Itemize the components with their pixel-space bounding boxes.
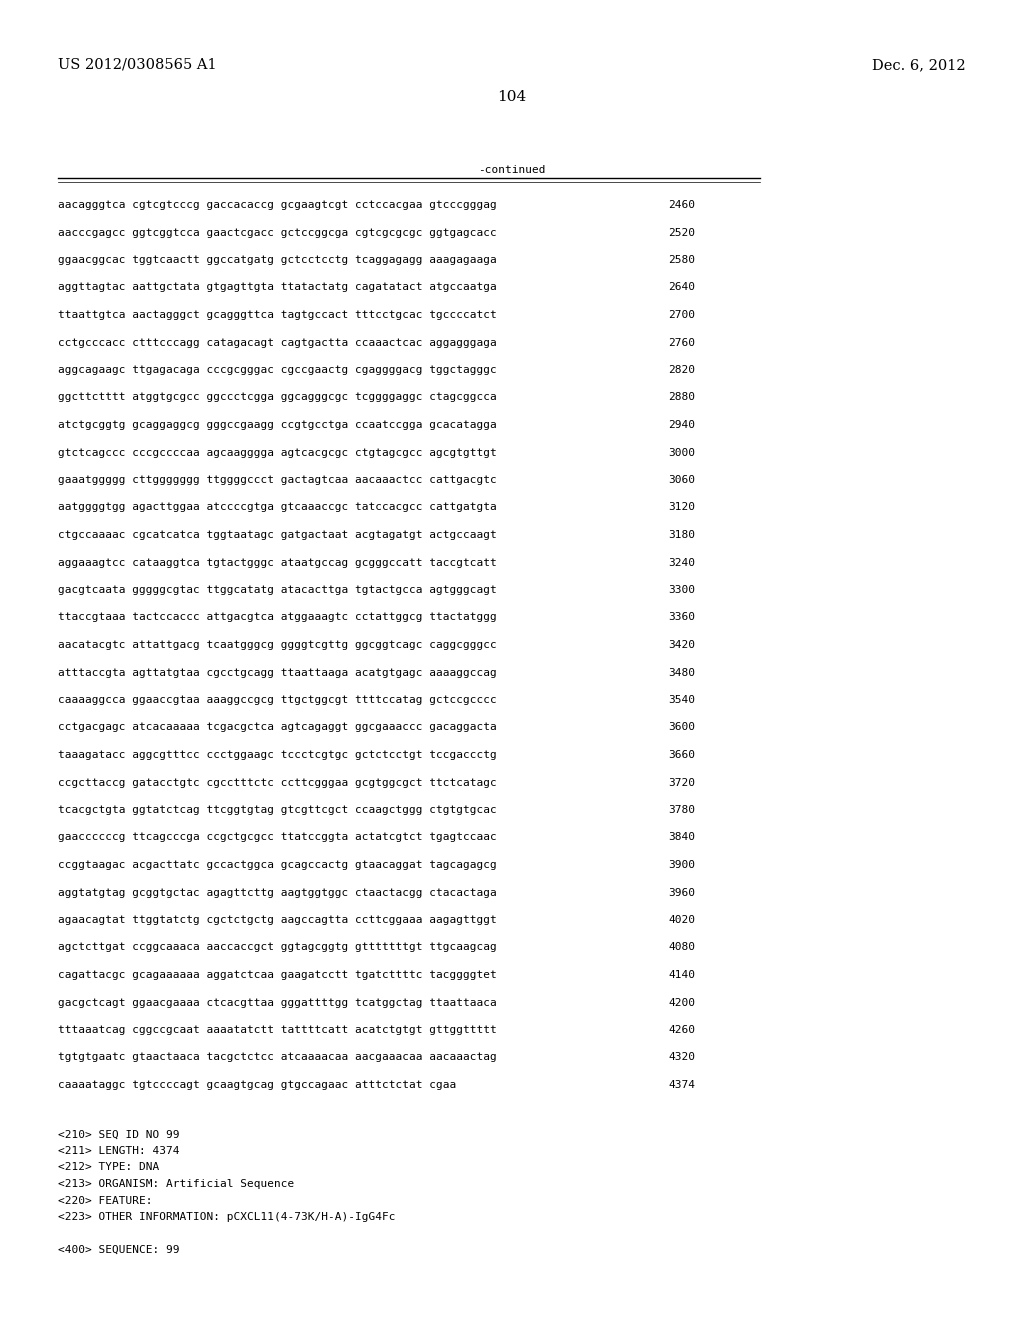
Text: tgtgtgaatc gtaactaaca tacgctctcc atcaaaacaa aacgaaacaa aacaaactag: tgtgtgaatc gtaactaaca tacgctctcc atcaaaa… — [58, 1052, 497, 1063]
Text: 3900: 3900 — [668, 861, 695, 870]
Text: aatggggtgg agacttggaa atccccgtga gtcaaaccgc tatccacgcc cattgatgta: aatggggtgg agacttggaa atccccgtga gtcaaac… — [58, 503, 497, 512]
Text: aacccgagcc ggtcggtcca gaactcgacc gctccggcga cgtcgcgcgc ggtgagcacc: aacccgagcc ggtcggtcca gaactcgacc gctccgg… — [58, 227, 497, 238]
Text: <400> SEQUENCE: 99: <400> SEQUENCE: 99 — [58, 1245, 179, 1255]
Text: 3600: 3600 — [668, 722, 695, 733]
Text: gacgtcaata gggggcgtac ttggcatatg atacacttga tgtactgcca agtgggcagt: gacgtcaata gggggcgtac ttggcatatg atacact… — [58, 585, 497, 595]
Text: cctgcccacc ctttcccagg catagacagt cagtgactta ccaaactcac aggagggaga: cctgcccacc ctttcccagg catagacagt cagtgac… — [58, 338, 497, 347]
Text: ttaccgtaaa tactccaccc attgacgtca atggaaagtc cctattggcg ttactatggg: ttaccgtaaa tactccaccc attgacgtca atggaaa… — [58, 612, 497, 623]
Text: 4140: 4140 — [668, 970, 695, 979]
Text: tttaaatcag cggccgcaat aaaatatctt tattttcatt acatctgtgt gttggttttt: tttaaatcag cggccgcaat aaaatatctt tattttc… — [58, 1026, 497, 1035]
Text: <213> ORGANISM: Artificial Sequence: <213> ORGANISM: Artificial Sequence — [58, 1179, 294, 1189]
Text: ttaattgtca aactagggct gcagggttca tagtgccact tttcctgcac tgccccatct: ttaattgtca aactagggct gcagggttca tagtgcc… — [58, 310, 497, 319]
Text: aggcagaagc ttgagacaga cccgcgggac cgccgaactg cgaggggacg tggctagggc: aggcagaagc ttgagacaga cccgcgggac cgccgaa… — [58, 366, 497, 375]
Text: agctcttgat ccggcaaaca aaccaccgct ggtagcggtg gtttttttgt ttgcaagcag: agctcttgat ccggcaaaca aaccaccgct ggtagcg… — [58, 942, 497, 953]
Text: 3540: 3540 — [668, 696, 695, 705]
Text: 3360: 3360 — [668, 612, 695, 623]
Text: ccggtaagac acgacttatc gccactggca gcagccactg gtaacaggat tagcagagcg: ccggtaagac acgacttatc gccactggca gcagcca… — [58, 861, 497, 870]
Text: 3300: 3300 — [668, 585, 695, 595]
Text: 2520: 2520 — [668, 227, 695, 238]
Text: <211> LENGTH: 4374: <211> LENGTH: 4374 — [58, 1146, 179, 1156]
Text: 4020: 4020 — [668, 915, 695, 925]
Text: 2820: 2820 — [668, 366, 695, 375]
Text: 4080: 4080 — [668, 942, 695, 953]
Text: tcacgctgta ggtatctcag ttcggtgtag gtcgttcgct ccaagctggg ctgtgtgcac: tcacgctgta ggtatctcag ttcggtgtag gtcgttc… — [58, 805, 497, 814]
Text: 3120: 3120 — [668, 503, 695, 512]
Text: 3840: 3840 — [668, 833, 695, 842]
Text: 3780: 3780 — [668, 805, 695, 814]
Text: caaaataggc tgtccccagt gcaagtgcag gtgccagaac atttctctat cgaa: caaaataggc tgtccccagt gcaagtgcag gtgccag… — [58, 1080, 457, 1090]
Text: atctgcggtg gcaggaggcg gggccgaagg ccgtgcctga ccaatccgga gcacatagga: atctgcggtg gcaggaggcg gggccgaagg ccgtgcc… — [58, 420, 497, 430]
Text: ccgcttaccg gatacctgtc cgcctttctc ccttcgggaa gcgtggcgct ttctcatagc: ccgcttaccg gatacctgtc cgcctttctc ccttcgg… — [58, 777, 497, 788]
Text: gacgctcagt ggaacgaaaa ctcacgttaa gggattttgg tcatggctag ttaattaaca: gacgctcagt ggaacgaaaa ctcacgttaa gggattt… — [58, 998, 497, 1007]
Text: taaagatacc aggcgtttcc ccctggaagc tccctcgtgc gctctcctgt tccgaccctg: taaagatacc aggcgtttcc ccctggaagc tccctcg… — [58, 750, 497, 760]
Text: gaaatggggg cttggggggg ttggggccct gactagtcaa aacaaactcc cattgacgtc: gaaatggggg cttggggggg ttggggccct gactagt… — [58, 475, 497, 484]
Text: -continued: -continued — [478, 165, 546, 176]
Text: caaaaggcca ggaaccgtaa aaaggccgcg ttgctggcgt ttttccatag gctccgcccc: caaaaggcca ggaaccgtaa aaaggccgcg ttgctgg… — [58, 696, 497, 705]
Text: ctgccaaaac cgcatcatca tggtaatagc gatgactaat acgtagatgt actgccaagt: ctgccaaaac cgcatcatca tggtaatagc gatgact… — [58, 531, 497, 540]
Text: 3000: 3000 — [668, 447, 695, 458]
Text: aacagggtca cgtcgtcccg gaccacaccg gcgaagtcgt cctccacgaa gtcccgggag: aacagggtca cgtcgtcccg gaccacaccg gcgaagt… — [58, 201, 497, 210]
Text: 2940: 2940 — [668, 420, 695, 430]
Text: cagattacgc gcagaaaaaa aggatctcaa gaagatcctt tgatcttttc tacggggtet: cagattacgc gcagaaaaaa aggatctcaa gaagatc… — [58, 970, 497, 979]
Text: 4200: 4200 — [668, 998, 695, 1007]
Text: 2880: 2880 — [668, 392, 695, 403]
Text: 3480: 3480 — [668, 668, 695, 677]
Text: ggcttctttt atggtgcgcc ggccctcgga ggcagggcgc tcggggaggc ctagcggcca: ggcttctttt atggtgcgcc ggccctcgga ggcaggg… — [58, 392, 497, 403]
Text: 4320: 4320 — [668, 1052, 695, 1063]
Text: 2460: 2460 — [668, 201, 695, 210]
Text: Dec. 6, 2012: Dec. 6, 2012 — [872, 58, 966, 73]
Text: ggaacggcac tggtcaactt ggccatgatg gctcctcctg tcaggagagg aaagagaaga: ggaacggcac tggtcaactt ggccatgatg gctcctc… — [58, 255, 497, 265]
Text: <220> FEATURE:: <220> FEATURE: — [58, 1196, 153, 1205]
Text: US 2012/0308565 A1: US 2012/0308565 A1 — [58, 58, 217, 73]
Text: 4374: 4374 — [668, 1080, 695, 1090]
Text: 3420: 3420 — [668, 640, 695, 649]
Text: 2580: 2580 — [668, 255, 695, 265]
Text: <212> TYPE: DNA: <212> TYPE: DNA — [58, 1163, 160, 1172]
Text: 3180: 3180 — [668, 531, 695, 540]
Text: <210> SEQ ID NO 99: <210> SEQ ID NO 99 — [58, 1130, 179, 1139]
Text: 2640: 2640 — [668, 282, 695, 293]
Text: 4260: 4260 — [668, 1026, 695, 1035]
Text: 104: 104 — [498, 90, 526, 104]
Text: aacatacgtc attattgacg tcaatgggcg ggggtcgttg ggcggtcagc caggcgggcc: aacatacgtc attattgacg tcaatgggcg ggggtcg… — [58, 640, 497, 649]
Text: aggaaagtcc cataaggtca tgtactgggc ataatgccag gcgggccatt taccgtcatt: aggaaagtcc cataaggtca tgtactgggc ataatgc… — [58, 557, 497, 568]
Text: <223> OTHER INFORMATION: pCXCL11(4-73K/H-A)-IgG4Fc: <223> OTHER INFORMATION: pCXCL11(4-73K/H… — [58, 1212, 395, 1222]
Text: aggttagtac aattgctata gtgagttgta ttatactatg cagatatact atgccaatga: aggttagtac aattgctata gtgagttgta ttatact… — [58, 282, 497, 293]
Text: 3720: 3720 — [668, 777, 695, 788]
Text: cctgacgagc atcacaaaaa tcgacgctca agtcagaggt ggcgaaaccc gacaggacta: cctgacgagc atcacaaaaa tcgacgctca agtcaga… — [58, 722, 497, 733]
Text: 3240: 3240 — [668, 557, 695, 568]
Text: aggtatgtag gcggtgctac agagttcttg aagtggtggc ctaactacgg ctacactaga: aggtatgtag gcggtgctac agagttcttg aagtggt… — [58, 887, 497, 898]
Text: 3660: 3660 — [668, 750, 695, 760]
Text: 3960: 3960 — [668, 887, 695, 898]
Text: 2760: 2760 — [668, 338, 695, 347]
Text: gtctcagccc cccgccccaa agcaagggga agtcacgcgc ctgtagcgcc agcgtgttgt: gtctcagccc cccgccccaa agcaagggga agtcacg… — [58, 447, 497, 458]
Text: 3060: 3060 — [668, 475, 695, 484]
Text: gaaccccccg ttcagcccga ccgctgcgcc ttatccggta actatcgtct tgagtccaac: gaaccccccg ttcagcccga ccgctgcgcc ttatccg… — [58, 833, 497, 842]
Text: atttaccgta agttatgtaa cgcctgcagg ttaattaaga acatgtgagc aaaaggccag: atttaccgta agttatgtaa cgcctgcagg ttaatta… — [58, 668, 497, 677]
Text: 2700: 2700 — [668, 310, 695, 319]
Text: agaacagtat ttggtatctg cgctctgctg aagccagtta ccttcggaaa aagagttggt: agaacagtat ttggtatctg cgctctgctg aagccag… — [58, 915, 497, 925]
